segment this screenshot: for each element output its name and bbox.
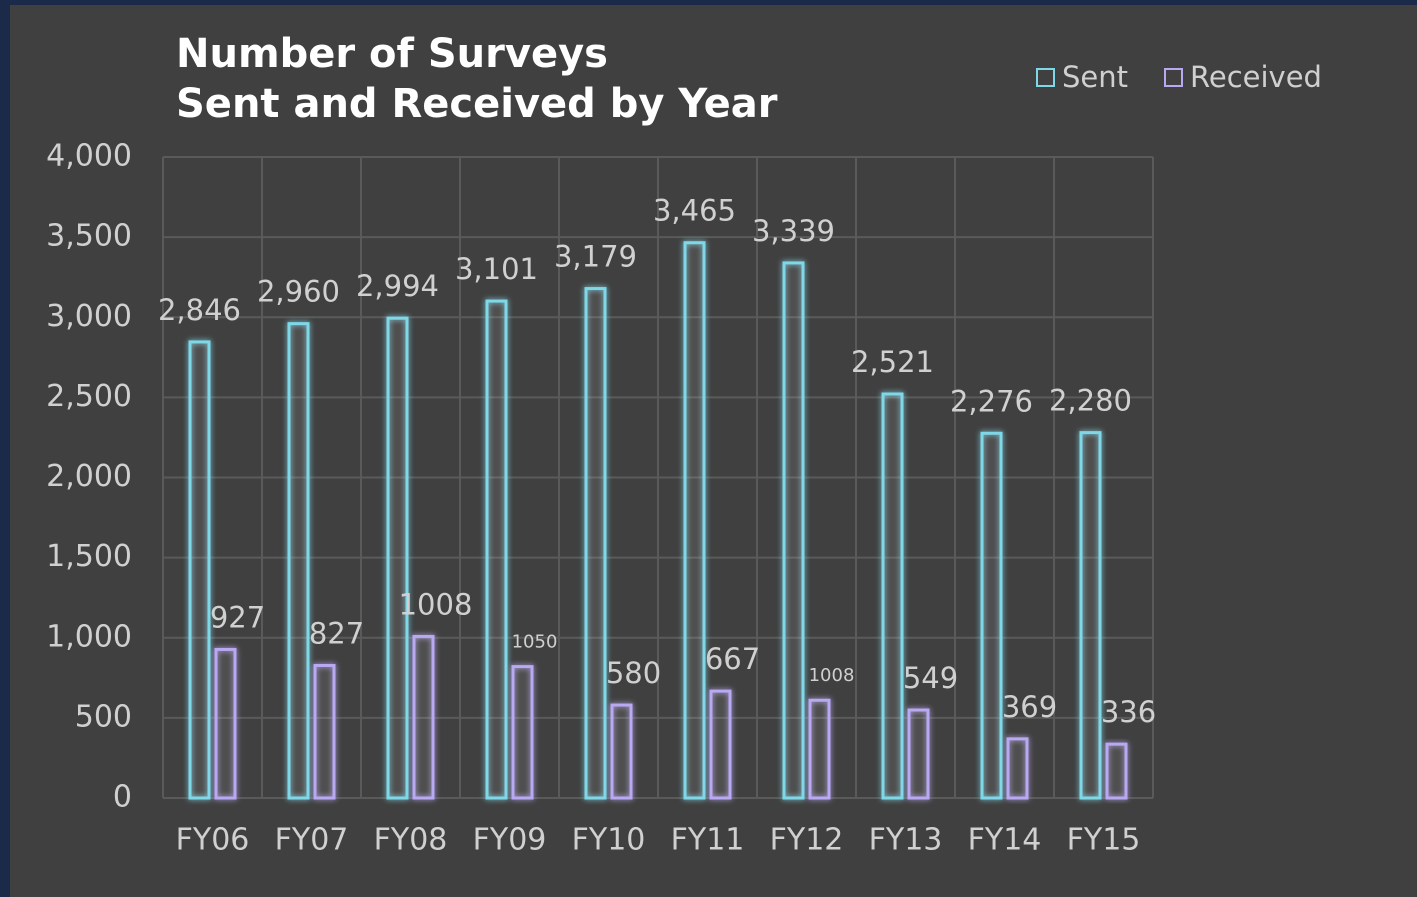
data-label: 2,960 — [257, 275, 340, 309]
bar — [808, 698, 831, 800]
bar — [584, 287, 607, 800]
data-label: 2,846 — [158, 293, 241, 327]
legend-label: Sent — [1062, 60, 1128, 94]
bar — [214, 647, 237, 800]
data-label: 336 — [1101, 695, 1156, 729]
y-tick-label: 1,500 — [46, 539, 132, 574]
data-label: 2,276 — [950, 384, 1033, 418]
bar — [1079, 431, 1102, 800]
data-label: 369 — [1002, 690, 1057, 724]
data-label: 2,994 — [356, 269, 439, 303]
data-label: 927 — [210, 600, 265, 634]
bar — [980, 431, 1003, 800]
x-tick-label: FY14 — [968, 823, 1042, 858]
bar — [683, 241, 706, 800]
chart-title: Sent and Received by Year — [176, 81, 778, 127]
y-tick-label: 3,000 — [46, 299, 132, 334]
data-label: 2,280 — [1049, 384, 1132, 418]
bar — [313, 663, 336, 800]
annotation: 1050 — [512, 632, 558, 653]
bar — [907, 708, 930, 800]
y-tick-label: 4,000 — [46, 139, 132, 174]
x-tick-label: FY10 — [572, 823, 646, 858]
legend-swatch — [1036, 68, 1055, 87]
x-tick-label: FY07 — [275, 823, 349, 858]
x-tick-label: FY09 — [473, 823, 547, 858]
x-tick-label: FY13 — [869, 823, 943, 858]
bar — [610, 703, 633, 800]
annotation: 1008 — [809, 665, 855, 686]
x-tick-label: FY12 — [770, 823, 844, 858]
x-tick-label: FY08 — [374, 823, 448, 858]
y-tick-label: 2,000 — [46, 459, 132, 494]
bar — [412, 634, 435, 800]
data-label: 580 — [606, 656, 661, 690]
bar — [485, 299, 508, 800]
y-tick-label: 2,500 — [46, 379, 132, 414]
data-label: 827 — [309, 616, 364, 650]
data-label: 3,179 — [554, 240, 637, 274]
bar — [1006, 737, 1029, 800]
data-label: 2,521 — [851, 345, 934, 379]
x-tick-label: FY15 — [1067, 823, 1141, 858]
bar — [511, 665, 534, 800]
x-tick-label: FY11 — [671, 823, 745, 858]
y-tick-label: 3,500 — [46, 219, 132, 254]
bar — [881, 392, 904, 800]
data-label: 549 — [903, 661, 958, 695]
data-label: 3,465 — [653, 194, 736, 228]
chart-title: Number of Surveys — [176, 31, 608, 77]
y-tick-label: 1,000 — [46, 619, 132, 654]
bar — [1105, 742, 1128, 800]
data-label: 1008 — [399, 587, 473, 621]
data-label: 3,339 — [752, 214, 835, 248]
data-label: 3,101 — [455, 252, 538, 286]
bar — [386, 316, 409, 800]
bar — [287, 322, 310, 800]
y-tick-label: 0 — [113, 780, 132, 815]
y-tick-label: 500 — [75, 699, 132, 734]
legend-swatch — [1164, 68, 1183, 87]
x-tick-label: FY06 — [176, 823, 250, 858]
data-label: 667 — [705, 642, 760, 676]
bar — [782, 261, 805, 800]
bar — [188, 340, 211, 800]
bar — [709, 689, 732, 800]
legend-label: Received — [1190, 60, 1322, 94]
